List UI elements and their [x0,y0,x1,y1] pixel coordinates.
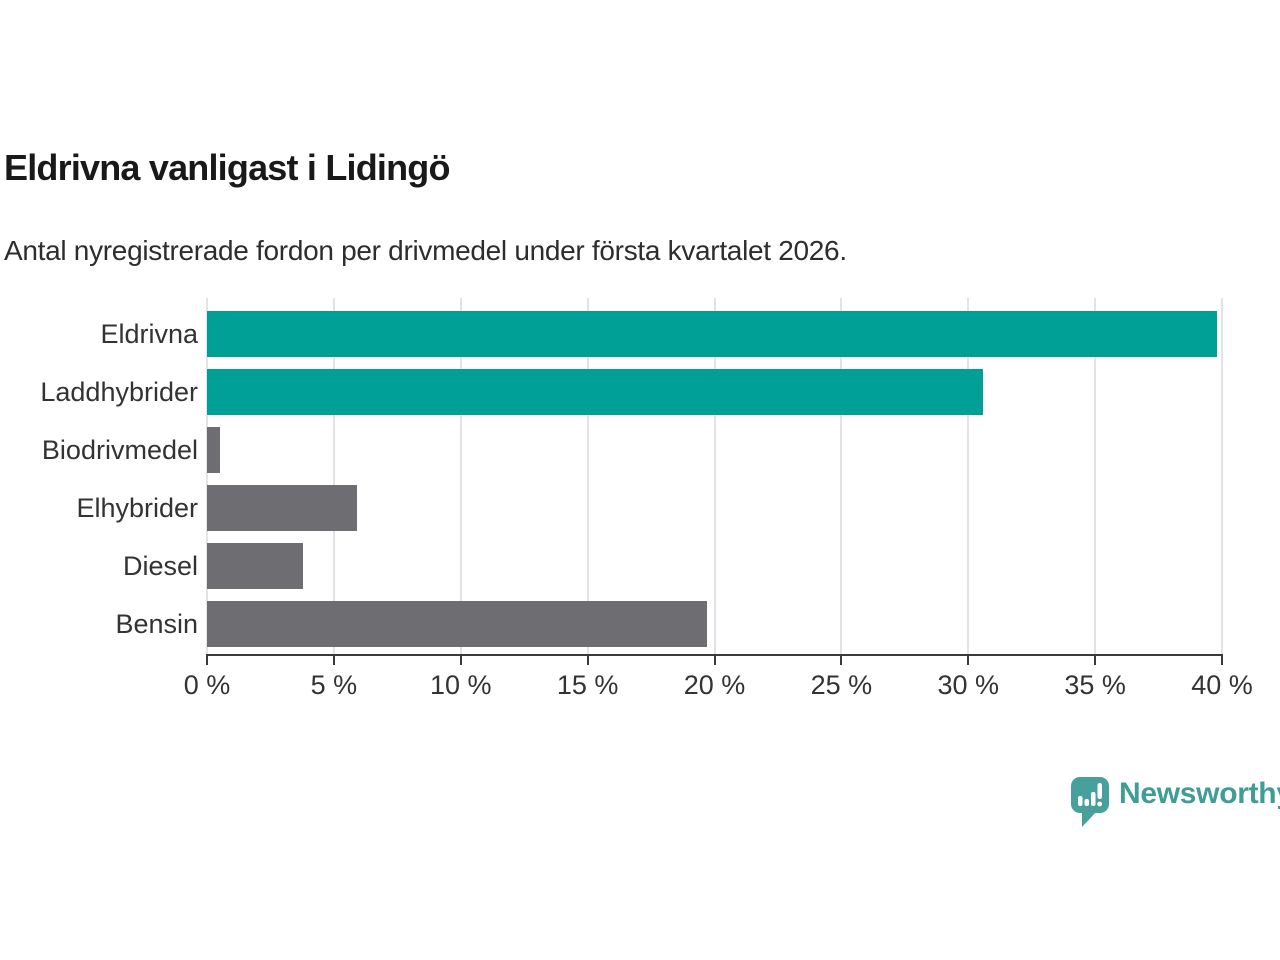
x-tick-40 [1221,656,1223,665]
bar-laddhybrider [207,368,984,415]
x-tick-label-15: 15 % [556,670,619,700]
x-axis: 0 % 5 % 10 % 15 % 20 % 25 % 30 % 35 % 40 % [0,656,1280,716]
category-label-diesel: Diesel [122,550,198,581]
bar-eldrivna [207,311,1217,357]
newsworthy-logo: Newsworthy [1070,776,1280,830]
logo-bubble-tail [1082,810,1098,827]
x-axis-line [206,654,1223,656]
category-label-bensin: Bensin [115,608,198,639]
chart-subtitle: Antal nyregistrerade fordon per drivmede… [4,235,847,266]
x-tick-25 [840,656,843,665]
bar-elhybrider [207,484,357,531]
bar-biodrivmedel [207,426,220,473]
x-tick-0 [206,656,208,665]
x-tick-label-20: 20 % [683,670,746,700]
bar-diesel [207,542,304,589]
logo-mini-bar-3 [1091,792,1096,806]
logo-mini-bar-1 [1078,796,1083,806]
logo-mini-bar-2 [1084,799,1089,806]
x-tick-10 [459,656,462,665]
newsworthy-logo-text: Newsworthy [1119,777,1280,810]
category-label-elhybrider: Elhybrider [76,492,198,523]
x-tick-label-0: 0 % [183,670,231,700]
gridline-20 [713,298,716,655]
category-labels: Eldrivna Laddhybrider Biodrivmedel Elhybrid… [0,298,198,655]
x-tick-5 [332,656,335,665]
x-tick-20 [713,656,716,665]
x-tick-label-35: 35 % [1064,670,1126,700]
gridline-10 [459,298,462,655]
x-tick-30 [967,656,970,665]
gridline-25 [840,298,843,655]
x-tick-15 [586,656,589,665]
page-title: Eldrivna vanligast i Lidingö [4,147,450,188]
x-tick-label-40: 40 % [1191,670,1253,700]
category-label-laddhybrider: Laddhybrider [40,376,198,407]
x-tick-35 [1094,656,1097,665]
gridline-30 [967,298,970,655]
gridline-40 [1221,298,1223,655]
gridline-35 [1094,298,1097,655]
category-label-eldrivna: Eldrivna [100,319,198,349]
category-label-biodrivmedel: Biodrivmedel [41,434,198,465]
gridline-5 [332,298,335,655]
speech-bubble-bar-chart-icon [1071,777,1109,827]
plot-area [206,298,1223,655]
bar-bensin [207,600,707,647]
x-tick-label-30: 30 % [937,670,1000,700]
x-tick-label-25: 25 % [810,670,873,700]
logo-exclamation-dot [1097,801,1103,807]
x-tick-label-5: 5 % [310,670,358,700]
x-tick-label-10: 10 % [429,670,492,700]
gridline-0 [206,298,208,655]
logo-bubble [1071,777,1109,813]
gridline-15 [586,298,589,655]
logo-exclamation-stem [1097,783,1102,799]
